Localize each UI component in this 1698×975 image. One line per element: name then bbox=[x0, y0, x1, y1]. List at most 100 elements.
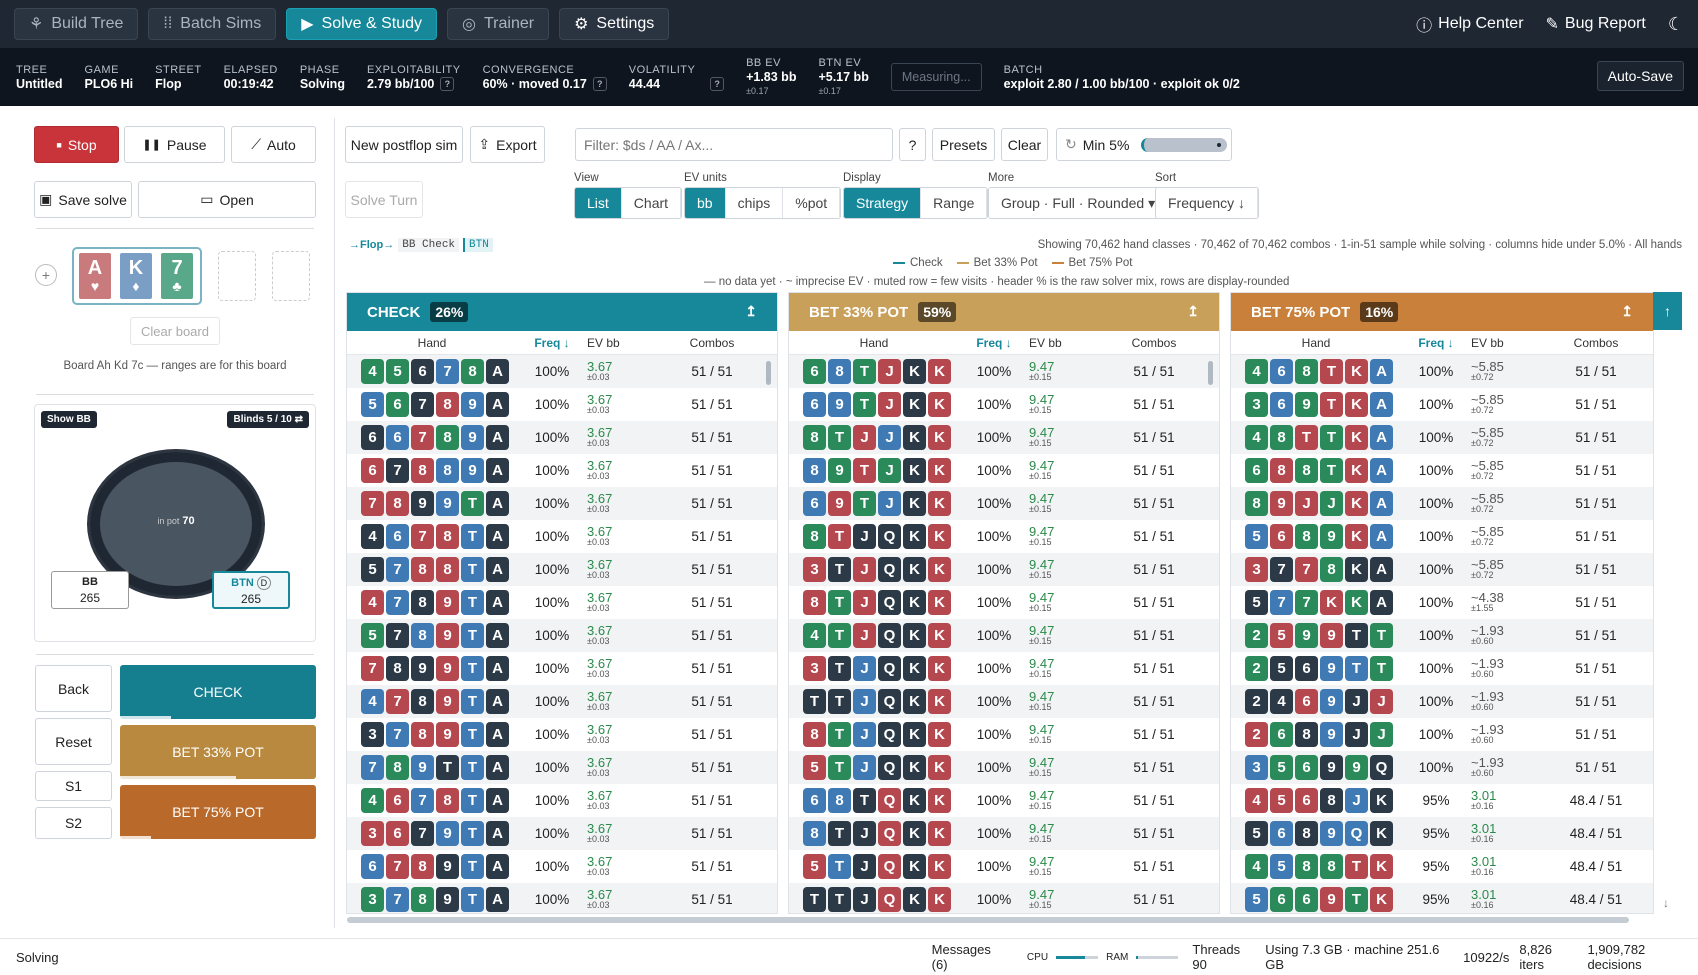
table-row[interactable]: T T J Q K K 100% 9.47 ±0.15 51 / 51 bbox=[789, 883, 1219, 913]
seat-btn[interactable]: BTN D 265 bbox=[212, 571, 290, 609]
min-slider[interactable] bbox=[1141, 137, 1228, 152]
action-check-button[interactable]: CHECK bbox=[120, 665, 316, 719]
display-range-option[interactable]: Range bbox=[921, 188, 988, 218]
ev-pot-option[interactable]: %pot bbox=[783, 188, 841, 218]
s1-button[interactable]: S1 bbox=[35, 771, 112, 801]
pause-button[interactable]: ❚❚ Pause bbox=[124, 126, 225, 163]
clear-filter-button[interactable]: Clear bbox=[1001, 128, 1048, 161]
col-hand[interactable]: Hand bbox=[859, 335, 889, 350]
breadcrumb-bb-check[interactable]: BB Check bbox=[398, 238, 460, 252]
col-combos[interactable]: Combos bbox=[1573, 335, 1619, 350]
horizontal-scrollbar[interactable] bbox=[347, 917, 1629, 923]
board-card-3[interactable]: 7 ♣ bbox=[159, 251, 195, 301]
board-card-2[interactable]: K ♦ bbox=[118, 251, 154, 301]
table-row[interactable]: 8 9 T J K K 100% 9.47 ±0.15 51 / 51 bbox=[789, 454, 1219, 487]
stop-button[interactable]: ■ Stop bbox=[34, 126, 119, 163]
table-row[interactable]: 7 8 9 9 T A 100% 3.67 ±0.03 51 / 51 bbox=[347, 487, 777, 520]
col-freq[interactable]: Freq ↓ bbox=[976, 335, 1012, 350]
table-row[interactable]: 3 T J Q K K 100% 9.47 ±0.15 51 / 51 bbox=[789, 652, 1219, 685]
col-hand[interactable]: Hand bbox=[1301, 335, 1331, 350]
measuring-button[interactable]: Measuring... bbox=[890, 63, 982, 91]
table-row[interactable]: 5 6 6 9 T K 95% 3.01 ±0.16 48.4 / 51 bbox=[1231, 883, 1653, 913]
empty-river-slot[interactable] bbox=[272, 251, 310, 301]
table-row[interactable]: 2 6 8 9 J J 100% ~1.93 ±0.60 51 / 51 bbox=[1231, 718, 1653, 751]
table-row[interactable]: 4 7 8 9 T A 100% 3.67 ±0.03 51 / 51 bbox=[347, 586, 777, 619]
board-card-1[interactable]: A ♥ bbox=[77, 251, 113, 301]
table-row[interactable]: 6 7 8 9 T A 100% 3.67 ±0.03 51 / 51 bbox=[347, 850, 777, 883]
table-row[interactable]: 4 5 6 7 8 A 100% 3.67 ±0.03 51 / 51 bbox=[347, 355, 777, 388]
ev-chips-option[interactable]: chips bbox=[725, 188, 784, 218]
table-row[interactable]: 8 T J Q K K 100% 9.47 ±0.15 51 / 51 bbox=[789, 586, 1219, 619]
tab-solve-study[interactable]: ▶ Solve & Study bbox=[286, 8, 438, 40]
table-row[interactable]: 4 5 8 8 T K 95% 3.01 ±0.16 48.4 / 51 bbox=[1231, 850, 1653, 883]
display-strategy-option[interactable]: Strategy bbox=[844, 188, 922, 218]
exploitability-help-button[interactable]: ? bbox=[440, 77, 455, 92]
table-row[interactable]: 2 4 6 9 J J 100% ~1.93 ±0.60 51 / 51 bbox=[1231, 685, 1653, 718]
col-ev[interactable]: EV bb bbox=[1471, 335, 1504, 350]
table-row[interactable]: 5 7 8 9 T A 100% 3.67 ±0.03 51 / 51 bbox=[347, 619, 777, 652]
table-row[interactable]: 6 6 7 8 9 A 100% 3.67 ±0.03 51 / 51 bbox=[347, 421, 777, 454]
table-row[interactable]: 8 T J Q K K 100% 9.47 ±0.15 51 / 51 bbox=[789, 718, 1219, 751]
table-row[interactable]: 5 6 7 8 9 A 100% 3.67 ±0.03 51 / 51 bbox=[347, 388, 777, 421]
min-threshold-control[interactable]: ↻ Min 5% bbox=[1056, 128, 1232, 161]
table-row[interactable]: 8 T J J K K 100% 9.47 ±0.15 51 / 51 bbox=[789, 421, 1219, 454]
col-freq[interactable]: Freq ↓ bbox=[1418, 335, 1454, 350]
help-center-link[interactable]: ⓘ Help Center bbox=[1416, 12, 1523, 36]
table-row[interactable]: 6 8 T Q K K 100% 9.47 ±0.15 51 / 51 bbox=[789, 784, 1219, 817]
table-row[interactable]: 5 7 7 K K A 100% ~4.38 ±1.55 51 / 51 bbox=[1231, 586, 1653, 619]
table-row[interactable]: 3 7 7 8 K A 100% ~5.85 ±0.72 51 / 51 bbox=[1231, 553, 1653, 586]
col-combos[interactable]: Combos bbox=[1131, 335, 1177, 350]
auto-save-button[interactable]: Auto-Save bbox=[1596, 61, 1684, 91]
table-row[interactable]: 4 6 8 T K A 100% ~5.85 ±0.72 51 / 51 bbox=[1231, 355, 1653, 388]
table-row[interactable]: 2 5 6 9 T T 100% ~1.93 ±0.60 51 / 51 bbox=[1231, 652, 1653, 685]
save-solve-button[interactable]: ▣ Save solve bbox=[34, 181, 132, 218]
panels-scroll-up-button[interactable]: ↑ bbox=[1653, 292, 1682, 330]
export-button[interactable]: ⇪ Export bbox=[470, 126, 545, 163]
table-row[interactable]: 4 7 8 9 T A 100% 3.67 ±0.03 51 / 51 bbox=[347, 685, 777, 718]
table-row[interactable]: 8 T J Q K K 100% 9.47 ±0.15 51 / 51 bbox=[789, 817, 1219, 850]
theme-toggle-icon[interactable]: ☾ bbox=[1667, 13, 1684, 34]
table-row[interactable]: 6 8 8 T K A 100% ~5.85 ±0.72 51 / 51 bbox=[1231, 454, 1653, 487]
action-bet75-button[interactable]: BET 75% POT bbox=[120, 785, 316, 839]
view-chart-option[interactable]: Chart bbox=[621, 188, 682, 218]
table-row[interactable]: 3 7 8 9 T A 100% 3.67 ±0.03 51 / 51 bbox=[347, 718, 777, 751]
bug-report-link[interactable]: ✎ Bug Report bbox=[1545, 15, 1646, 33]
table-row[interactable]: 7 8 9 T T A 100% 3.67 ±0.03 51 / 51 bbox=[347, 751, 777, 784]
table-row[interactable]: 3 7 8 9 T A 100% 3.67 ±0.03 51 / 51 bbox=[347, 883, 777, 913]
col-combos[interactable]: Combos bbox=[689, 335, 735, 350]
col-ev[interactable]: EV bb bbox=[1029, 335, 1062, 350]
new-postflop-sim-button[interactable]: New postflop sim bbox=[345, 126, 463, 163]
empty-turn-slot[interactable] bbox=[218, 251, 256, 301]
tab-build-tree[interactable]: ⚘ Build Tree bbox=[14, 8, 139, 40]
clear-board-button[interactable]: Clear board bbox=[130, 317, 220, 345]
presets-button[interactable]: Presets bbox=[932, 128, 995, 161]
table-row[interactable]: 5 6 8 9 K A 100% ~5.85 ±0.72 51 / 51 bbox=[1231, 520, 1653, 553]
show-bb-button[interactable]: Show BB bbox=[41, 411, 97, 428]
table-row[interactable]: 2 5 9 9 T T 100% ~1.93 ±0.60 51 / 51 bbox=[1231, 619, 1653, 652]
back-button[interactable]: Back bbox=[35, 665, 112, 712]
col-hand[interactable]: Hand bbox=[417, 335, 447, 350]
table-row[interactable]: 6 7 8 8 9 A 100% 3.67 ±0.03 51 / 51 bbox=[347, 454, 777, 487]
panel-scrollbar[interactable] bbox=[766, 361, 771, 385]
filter-help-button[interactable]: ? bbox=[899, 128, 926, 161]
table-row[interactable]: 6 9 T J K K 100% 9.47 ±0.15 51 / 51 bbox=[789, 487, 1219, 520]
action-bet33-button[interactable]: BET 33% POT bbox=[120, 725, 316, 779]
view-list-option[interactable]: List bbox=[575, 188, 622, 218]
table-row[interactable]: 8 9 J J K A 100% ~5.85 ±0.72 51 / 51 bbox=[1231, 487, 1653, 520]
collapse-icon[interactable]: ↥ bbox=[1187, 303, 1199, 319]
table-row[interactable]: 3 6 7 9 T A 100% 3.67 ±0.03 51 / 51 bbox=[347, 817, 777, 850]
reset-button[interactable]: Reset bbox=[35, 718, 112, 765]
breadcrumb-flop[interactable]: →Flop→ bbox=[349, 239, 395, 251]
panel-scrollbar[interactable] bbox=[1208, 361, 1213, 385]
table-row[interactable]: 3 T J Q K K 100% 9.47 ±0.15 51 / 51 bbox=[789, 553, 1219, 586]
table-row[interactable]: 4 6 7 8 T A 100% 3.67 ±0.03 51 / 51 bbox=[347, 520, 777, 553]
table-row[interactable]: 7 8 9 9 T A 100% 3.67 ±0.03 51 / 51 bbox=[347, 652, 777, 685]
table-row[interactable]: 4 T J Q K K 100% 9.47 ±0.15 51 / 51 bbox=[789, 619, 1219, 652]
open-button[interactable]: ▭ Open bbox=[138, 181, 316, 218]
table-row[interactable]: 3 5 6 9 9 Q 100% ~1.93 ±0.60 51 / 51 bbox=[1231, 751, 1653, 784]
table-row[interactable]: 6 8 T J K K 100% 9.47 ±0.15 51 / 51 bbox=[789, 355, 1219, 388]
table-row[interactable]: 4 6 7 8 T A 100% 3.67 ±0.03 51 / 51 bbox=[347, 784, 777, 817]
more-dropdown[interactable]: Group · Full · Rounded ▾ bbox=[988, 187, 1170, 219]
seat-bb[interactable]: BB 265 bbox=[51, 571, 129, 609]
table-row[interactable]: 3 6 9 T K A 100% ~5.85 ±0.72 51 / 51 bbox=[1231, 388, 1653, 421]
